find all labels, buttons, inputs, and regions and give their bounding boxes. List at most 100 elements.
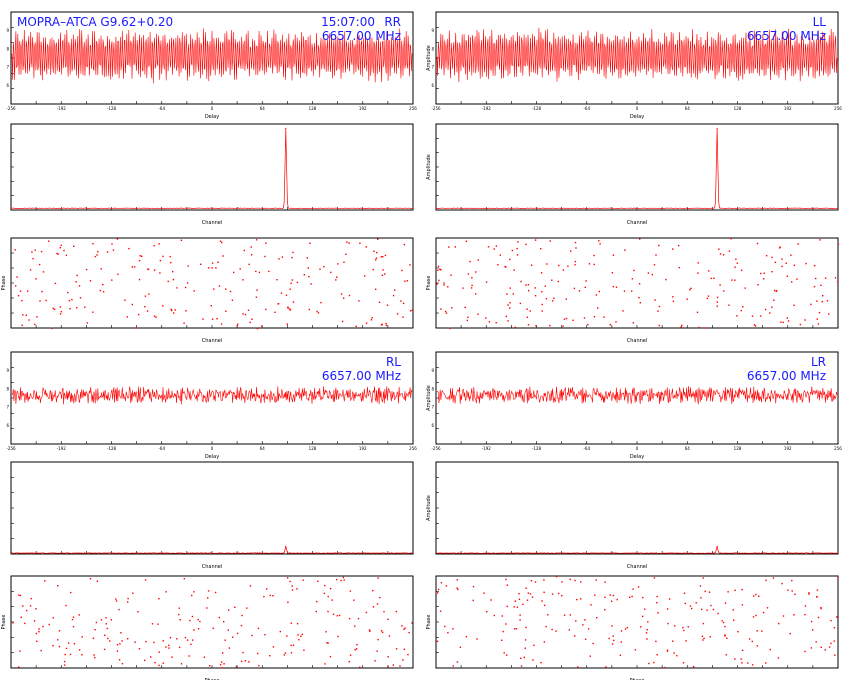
phase-point — [193, 591, 195, 593]
phase-point — [608, 637, 610, 640]
phase-point — [708, 270, 710, 272]
phase-point — [127, 597, 129, 600]
phase-point — [144, 306, 146, 308]
phase-point — [392, 294, 395, 297]
phase-point — [595, 294, 598, 296]
peak-point — [716, 127, 718, 129]
phase-point — [261, 325, 263, 327]
phase-point — [629, 596, 631, 598]
phase-point — [495, 322, 497, 324]
phase-point — [725, 654, 727, 656]
phase-point — [648, 662, 650, 665]
phase-point — [193, 629, 195, 631]
phase-point — [647, 621, 649, 623]
phase-point — [210, 305, 212, 307]
phase-point — [604, 609, 606, 611]
phase-point — [380, 256, 382, 258]
phase-point — [30, 597, 32, 600]
phase-point — [394, 289, 396, 291]
phase-point — [178, 607, 180, 609]
panel-channel-rl: Channel — [10, 461, 414, 570]
phase-point — [511, 249, 514, 252]
phase-point — [719, 253, 722, 255]
phase-point — [813, 265, 816, 267]
phase-point — [45, 299, 47, 302]
phase-point — [35, 278, 37, 280]
phase-point — [545, 625, 547, 628]
phase-point — [751, 315, 754, 317]
phase-point — [71, 618, 74, 621]
panel-phase-rl: Phase Phase — [1, 575, 414, 680]
phase-point — [256, 289, 258, 291]
phase-point — [488, 321, 491, 323]
phase-point — [28, 319, 30, 321]
phase-point — [782, 615, 785, 617]
phase-point — [331, 599, 333, 601]
phase-point — [255, 296, 258, 298]
phase-point — [553, 297, 555, 299]
panel-frame — [435, 237, 839, 329]
phase-point — [706, 297, 709, 300]
phase-point — [117, 273, 119, 275]
panel-channel-lr: Channel Amplitude — [426, 461, 839, 570]
phase-point — [327, 595, 329, 598]
phase-point — [404, 280, 406, 282]
phase-point — [340, 293, 343, 295]
phase-point — [78, 614, 80, 616]
phase-point — [733, 619, 735, 621]
phase-point — [765, 579, 767, 582]
x-axis-label: Channel — [627, 220, 648, 226]
phase-point — [696, 311, 699, 313]
phase-point — [727, 591, 729, 593]
phase-point — [106, 251, 109, 253]
phase-point — [387, 656, 389, 658]
phase-point — [611, 625, 613, 627]
phase-point — [819, 239, 821, 241]
phase-point — [535, 325, 537, 327]
phase-point — [764, 308, 767, 311]
peak-point — [285, 546, 287, 548]
phase-point — [100, 268, 102, 270]
phase-point — [218, 285, 221, 287]
phase-point — [14, 249, 16, 251]
phase-point — [724, 635, 726, 637]
phase-point — [348, 617, 351, 620]
phase-point — [256, 327, 259, 330]
phase-point — [753, 595, 755, 597]
phase-point — [605, 666, 607, 668]
phase-point — [187, 265, 189, 267]
phase-point — [657, 310, 659, 312]
phase-point — [626, 626, 628, 629]
x-tick-label: 192 — [359, 446, 367, 451]
phase-point — [638, 283, 641, 285]
x-tick-label: -64 — [583, 446, 590, 451]
phase-point — [144, 295, 147, 297]
phase-point — [734, 658, 736, 660]
phase-point — [308, 308, 310, 311]
phase-point — [779, 246, 781, 248]
phase-point — [78, 285, 81, 287]
phase-point — [290, 644, 292, 647]
phase-point — [121, 640, 123, 642]
phase-point — [765, 662, 767, 664]
phase-point — [382, 256, 384, 258]
phase-point — [227, 629, 229, 631]
phase-point — [76, 274, 78, 277]
phase-point — [778, 622, 780, 625]
phase-point — [211, 267, 213, 269]
phase-point — [115, 598, 117, 600]
phase-point — [346, 241, 348, 243]
phase-point — [758, 595, 760, 597]
x-axis-label: Delay — [630, 114, 644, 120]
phase-point — [786, 275, 788, 277]
phase-point — [804, 319, 806, 321]
phase-point — [319, 268, 321, 270]
y-tick-label: 8 — [431, 46, 434, 51]
phase-point — [324, 584, 326, 587]
phase-point — [516, 247, 518, 250]
phase-point — [702, 639, 704, 641]
phase-point — [155, 316, 157, 318]
phase-point — [771, 306, 773, 308]
phase-point — [509, 258, 511, 261]
phase-point — [72, 626, 75, 628]
